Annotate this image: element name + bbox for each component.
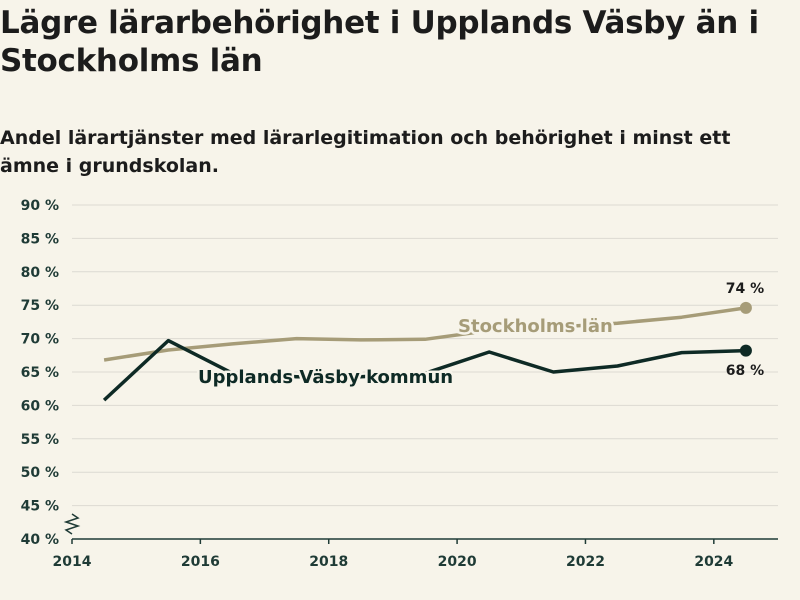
x-tick-label: 2016 xyxy=(181,554,220,570)
x-axis-ticks: 2014 2016 2018 2020 2022 2024 xyxy=(53,539,734,570)
y-tick-label: 55 % xyxy=(21,432,59,448)
x-tick-label: 2024 xyxy=(694,554,733,570)
x-axis xyxy=(63,513,778,540)
y-tick-label: 50 % xyxy=(21,465,59,481)
y-tick-label: 75 % xyxy=(21,298,59,314)
x-tick-label: 2014 xyxy=(53,554,92,570)
y-tick-label: 85 % xyxy=(21,231,59,247)
series-labels: Stockholms län Upplands Väsby kommun 74 … xyxy=(196,281,765,391)
y-tick-label: 70 % xyxy=(21,332,59,348)
y-tick-label: 45 % xyxy=(21,499,59,515)
axis-break-icon xyxy=(63,513,81,535)
y-tick-label: 40 % xyxy=(21,532,59,548)
y-tick-label: 60 % xyxy=(21,398,59,414)
series-line-stockholm xyxy=(103,306,747,362)
series-label-vasby: Upplands Väsby kommun xyxy=(198,367,453,388)
chart-title: Lägre lärarbehörighet i Upplands Väsby ä… xyxy=(0,5,759,79)
series-line-vasby xyxy=(102,338,746,402)
series-label-stockholm: Stockholms län xyxy=(458,316,613,337)
x-tick-label: 2022 xyxy=(566,554,605,570)
end-label-vasby: 68 % xyxy=(726,363,764,379)
x-tick-label: 2018 xyxy=(309,554,348,570)
end-point-vasby xyxy=(739,344,752,357)
y-tick-label: 65 % xyxy=(21,365,59,381)
y-axis-ticks: 40 % 45 % 50 % 55 % 60 % 65 % 70 % 75 % 80 % 85 %… xyxy=(21,198,59,548)
y-tick-label: 90 % xyxy=(21,198,59,214)
x-tick-label: 2020 xyxy=(438,554,477,570)
end-label-stockholm: 74 % xyxy=(726,281,764,297)
series-lines xyxy=(102,301,752,402)
chart-subtitle: Andel lärartjänster med lärarlegitimatio… xyxy=(0,127,731,177)
y-tick-label: 80 % xyxy=(21,265,59,281)
end-point-stockholm xyxy=(739,301,752,314)
